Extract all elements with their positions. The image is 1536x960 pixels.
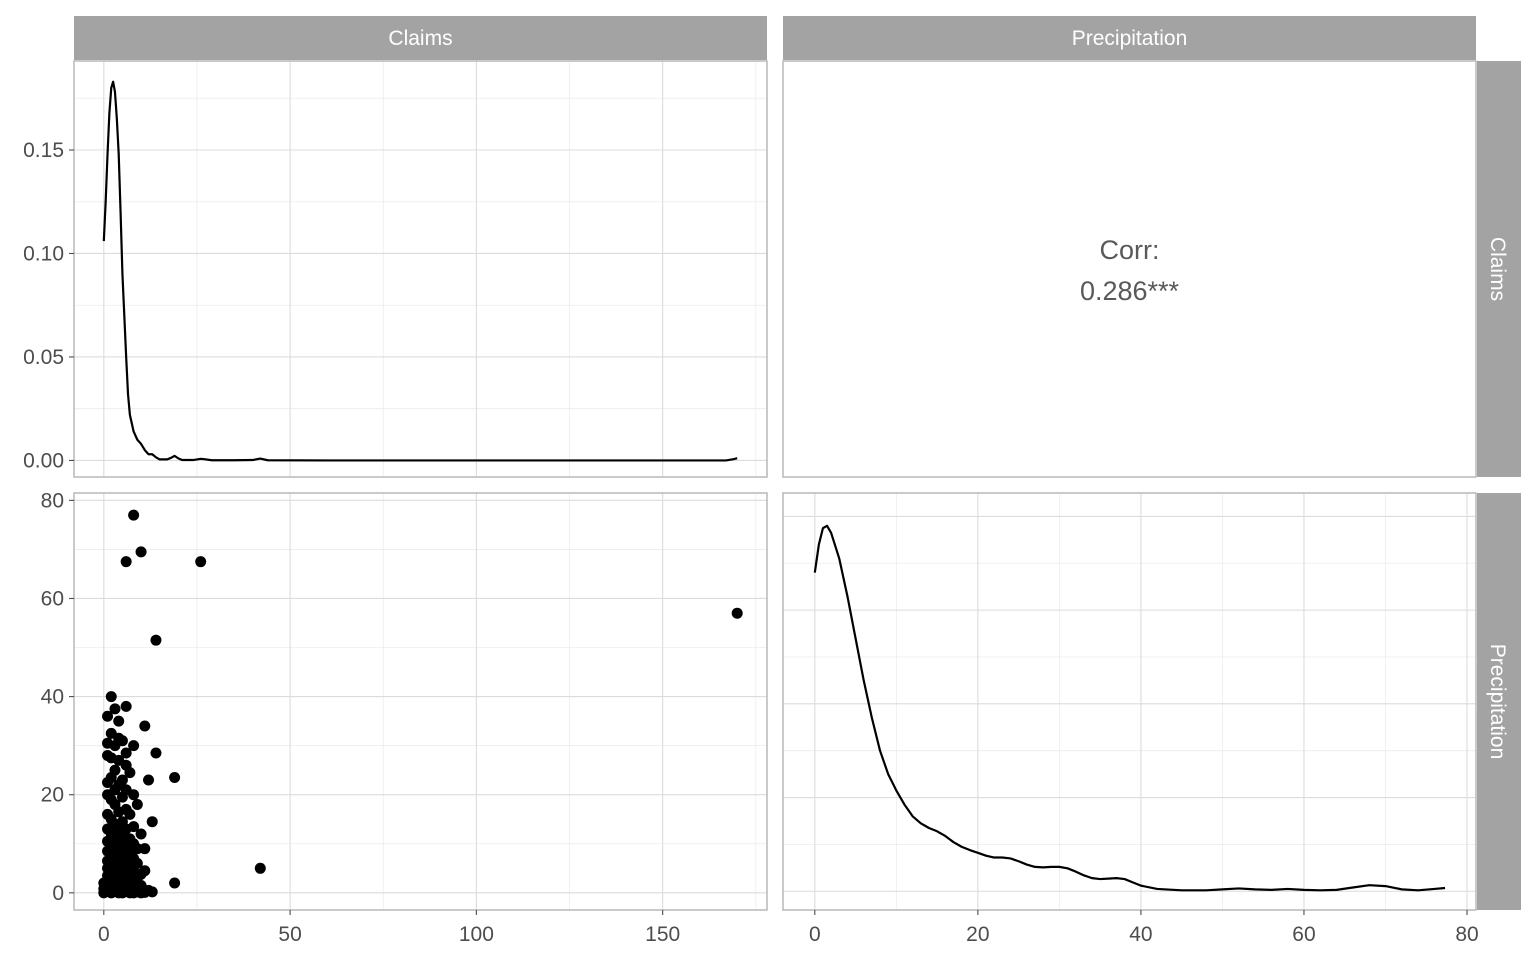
strip-right-precipitation (1477, 493, 1521, 910)
precip-density-line (813, 524, 1446, 892)
strip-right-claims (1477, 61, 1521, 477)
precip-density-x-tick-label: 80 (1455, 923, 1478, 946)
strip-top-precipitation (783, 16, 1476, 60)
scatter-y-tick-label: 60 (41, 587, 64, 610)
scatter-point (105, 691, 117, 703)
scatter-point (113, 715, 125, 727)
scatter-point (254, 862, 266, 874)
claims-density-y-tick-label: 0.05 (23, 346, 64, 369)
strip-top-precipitation-label: Precipitation (1072, 27, 1188, 50)
scatter-point (124, 767, 136, 779)
scatter-y-tick-label: 40 (41, 686, 64, 709)
precip-density-x-tick-label: 40 (1129, 923, 1152, 946)
scatter-point (120, 556, 132, 568)
scatter-x-tick-label: 0 (98, 923, 110, 946)
panel-claims-density: 0.00 0.05 0.10 0.15 (23, 60, 768, 478)
strip-top-claims-label: Claims (388, 27, 452, 50)
panel-scatter: 0 20 40 60 80 0 50 100 150 (41, 489, 768, 946)
claims-density-y-tick-label: 0.10 (23, 242, 64, 265)
claims-density-y-tick-label: 0.00 (23, 449, 64, 472)
scatter-y-tick-label: 20 (41, 784, 64, 807)
scatter-point (128, 789, 140, 801)
precip-density-x-tick-label: 20 (966, 923, 989, 946)
correlation-panel-border (782, 60, 1477, 478)
precip-density-panel-border (782, 492, 1477, 911)
scatter-point (131, 799, 143, 811)
claims-density-line (102, 80, 738, 462)
scatter-point (169, 772, 181, 784)
scatter-x-tick-label: 100 (459, 923, 494, 946)
scatter-point (120, 700, 132, 712)
correlation-value: 0.286*** (1080, 276, 1180, 306)
scatter-point (113, 806, 125, 818)
scatter-point (169, 877, 181, 889)
panel-precip-density: 0 20 40 60 80 (782, 492, 1479, 946)
claims-density-panel-border (73, 60, 768, 478)
scatter-point (128, 740, 140, 752)
scatter-point (150, 634, 162, 646)
scatter-x-tick-label: 150 (645, 923, 680, 946)
precip-density-x-tick-label: 0 (809, 923, 821, 946)
scatter-point (116, 791, 128, 803)
scatter-point (102, 776, 114, 788)
scatter-point (195, 556, 207, 568)
scatter-point (124, 808, 136, 820)
claims-density-y-tick-label: 0.15 (23, 139, 64, 162)
scatter-point (102, 710, 114, 722)
strip-right-precipitation-label: Precipitation (1486, 644, 1509, 760)
scatter-point (135, 546, 147, 558)
scatter-point (146, 816, 158, 828)
scatter-point (128, 509, 140, 521)
scatter-panel-border (73, 492, 768, 911)
scatter-x-tick-label: 50 (278, 923, 301, 946)
panel-correlation: Corr: 0.286*** (782, 60, 1477, 478)
strip-top-claims (74, 16, 767, 60)
correlation-label: Corr: (1100, 235, 1160, 265)
scatter-point (113, 887, 125, 899)
scatter-point (150, 747, 162, 759)
precip-density-x-tick-label: 60 (1292, 923, 1315, 946)
scatter-point (135, 887, 147, 899)
scatter-point (120, 747, 132, 759)
scatter-point (143, 774, 155, 786)
scatter-point (731, 607, 743, 619)
scatter-point (109, 740, 121, 752)
scatter-point (135, 828, 147, 840)
scatter-point (139, 720, 151, 732)
scatter-y-tick-label: 0 (52, 882, 64, 905)
scatter-point (109, 703, 121, 715)
strip-right-claims-label: Claims (1486, 237, 1509, 301)
scatter-y-tick-label: 80 (41, 489, 64, 512)
